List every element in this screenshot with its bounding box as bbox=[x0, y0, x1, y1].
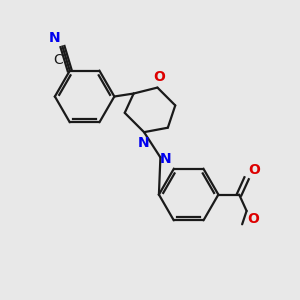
Text: N: N bbox=[160, 152, 171, 166]
Text: O: O bbox=[248, 163, 260, 177]
Text: N: N bbox=[138, 136, 150, 150]
Text: O: O bbox=[248, 212, 260, 226]
Text: O: O bbox=[153, 70, 165, 84]
Text: N: N bbox=[49, 31, 60, 45]
Text: C: C bbox=[53, 53, 63, 67]
